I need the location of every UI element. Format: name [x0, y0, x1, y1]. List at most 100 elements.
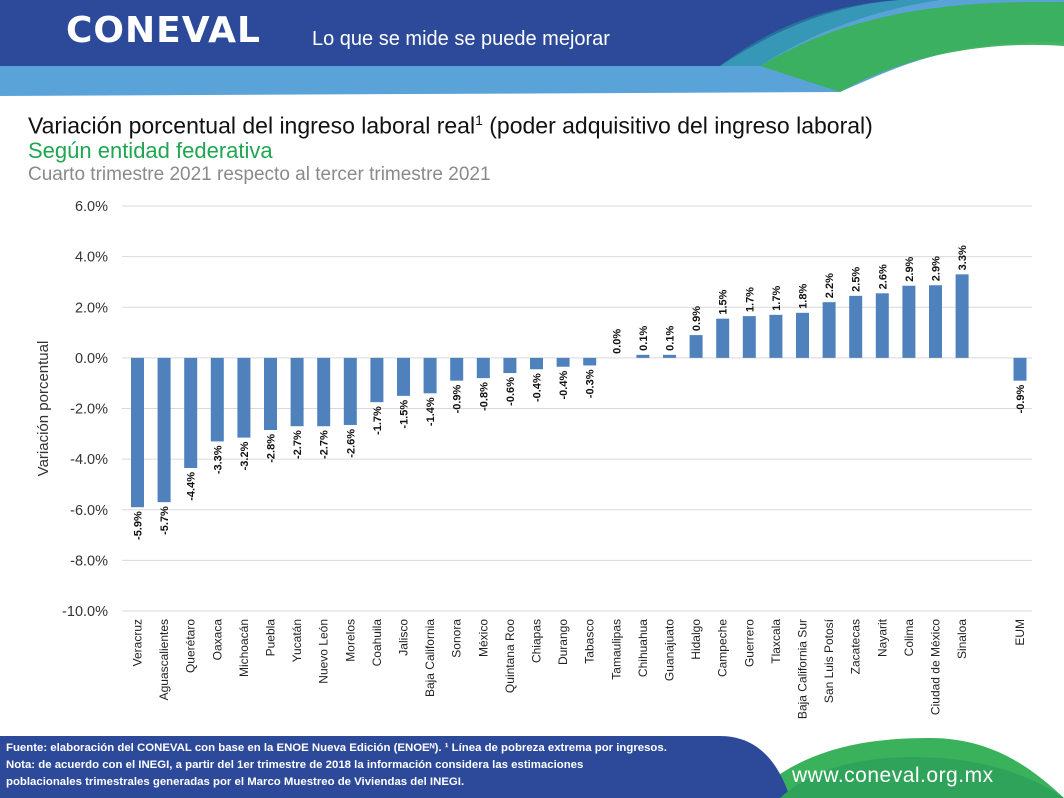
bar — [131, 357, 144, 508]
y-tick-label: -10.0% — [62, 604, 108, 620]
x-tick-label: Veracruz — [131, 619, 145, 666]
chart-title-main: Variación porcentual del ingreso laboral… — [28, 112, 476, 139]
data-label: -0.9% — [452, 384, 464, 413]
data-label: 0.1% — [638, 326, 650, 351]
x-tick-label: Tlaxcala — [769, 619, 783, 664]
data-label: -0.3% — [585, 369, 597, 398]
bar — [423, 357, 437, 394]
data-label: 0.0% — [611, 329, 623, 354]
data-label: 2.9% — [931, 256, 943, 281]
x-tick-label: Oaxaca — [210, 619, 224, 661]
data-label: -1.5% — [399, 400, 411, 429]
x-tick-label: Jalisco — [397, 619, 411, 656]
data-label: -2.7% — [292, 430, 304, 459]
data-label: 3.3% — [957, 245, 969, 270]
y-tick-label: -6.0% — [70, 503, 108, 519]
x-tick-label: Nayarit — [875, 618, 889, 657]
bar — [210, 357, 224, 442]
bar — [769, 314, 783, 358]
bar — [689, 335, 703, 358]
y-tick-label: -4.0% — [70, 452, 108, 468]
data-label: 1.5% — [718, 289, 730, 314]
footer: Fuente: elaboración del CONEVAL con base… — [0, 736, 1064, 798]
x-tick-label: Guanajuato — [663, 619, 677, 681]
x-tick-label: San Luis Potosí — [822, 618, 836, 703]
chart-subtitle: Según entidad federativa — [28, 137, 273, 163]
slogan: Lo que se mide se puede mejorar — [312, 28, 610, 50]
data-label: -0.6% — [505, 377, 517, 406]
x-tick-label: Puebla — [264, 619, 278, 657]
x-tick-label: Baja California Sur — [796, 619, 810, 719]
data-label: -3.2% — [239, 441, 251, 470]
x-tick-label: Quintana Roo — [503, 619, 517, 693]
footer-background — [0, 736, 1064, 798]
chart-title: Variación porcentual del ingreso laboral… — [28, 112, 873, 140]
x-tick-label: Tabasco — [583, 619, 597, 664]
x-tick-label: Sinaloa — [955, 619, 969, 659]
data-label: -4.4% — [186, 472, 198, 501]
data-label: 1.7% — [771, 286, 783, 311]
bar — [875, 293, 889, 358]
y-tick-label: 6.0% — [75, 199, 108, 215]
bar — [397, 357, 410, 396]
data-label: 2.6% — [877, 264, 889, 289]
x-tick-label: Coahuila — [370, 619, 384, 667]
data-label: 0.9% — [691, 306, 703, 331]
bar — [237, 357, 251, 438]
bar — [290, 357, 304, 427]
bar — [955, 274, 969, 358]
bar — [343, 357, 357, 425]
data-label: 1.7% — [744, 287, 756, 312]
chart-period: Cuarto trimestre 2021 respecto al tercer… — [28, 163, 491, 185]
bar — [530, 357, 543, 370]
title-superscript: 1 — [475, 112, 483, 128]
bar — [663, 354, 676, 358]
y-tick-label: 2.0% — [75, 300, 108, 316]
data-label: 2.2% — [824, 273, 836, 298]
data-label: 0.1% — [665, 326, 677, 351]
x-tick-label: Zacatecas — [849, 619, 863, 674]
footer-note: Fuente: elaboración del CONEVAL con base… — [6, 740, 766, 791]
bar — [716, 318, 730, 358]
title-block: Variación porcentual del ingreso laboral… — [28, 112, 873, 186]
x-tick-label: Chiapas — [530, 619, 544, 663]
bar — [317, 357, 331, 427]
coneval-logo[interactable]: CONEVAL — [66, 10, 261, 51]
bar — [1013, 357, 1027, 381]
y-axis-label: Variación porcentual — [35, 341, 52, 477]
bar — [902, 285, 916, 358]
data-label: -0.4% — [532, 373, 544, 402]
data-label: -2.7% — [319, 430, 331, 459]
data-label: 2.9% — [904, 256, 916, 281]
data-label: 1.8% — [798, 284, 810, 309]
bar — [849, 295, 863, 358]
x-tick-label: Guerrero — [742, 619, 756, 667]
footer-source: Fuente: elaboración del CONEVAL con base… — [6, 742, 667, 754]
website-link[interactable]: www.coneval.org.mx — [792, 764, 994, 787]
data-label: -3.3% — [212, 445, 224, 474]
bar — [929, 285, 942, 358]
data-label: -0.9% — [1015, 384, 1027, 413]
data-label: -5.9% — [133, 511, 145, 540]
data-label: -1.4% — [425, 397, 437, 426]
x-tick-label: Tamaulipas — [609, 619, 623, 680]
data-label: -5.7% — [159, 506, 171, 535]
x-tick-label: Durango — [556, 619, 570, 665]
data-label: -2.8% — [266, 434, 278, 463]
bar — [583, 357, 597, 366]
data-label: 2.5% — [851, 267, 863, 292]
x-tick-label: EUM — [1013, 619, 1027, 646]
y-tick-label: 4.0% — [75, 250, 108, 266]
x-tick-label: Chihuahua — [636, 619, 650, 677]
bar — [822, 302, 836, 358]
bar — [450, 357, 464, 381]
bar — [636, 354, 650, 358]
data-label: -1.7% — [372, 406, 384, 435]
x-tick-label: Sonora — [450, 619, 464, 658]
header-banner: CONEVAL Lo que se mide se puede mejorar — [0, 0, 1064, 96]
x-tick-label: México — [476, 619, 490, 657]
footer-note-line-1: Nota: de acuerdo con el INEGI, a partir … — [6, 759, 584, 771]
data-label: -2.6% — [345, 429, 357, 458]
bar — [264, 357, 277, 431]
x-tick-label: Michoacán — [237, 619, 251, 677]
